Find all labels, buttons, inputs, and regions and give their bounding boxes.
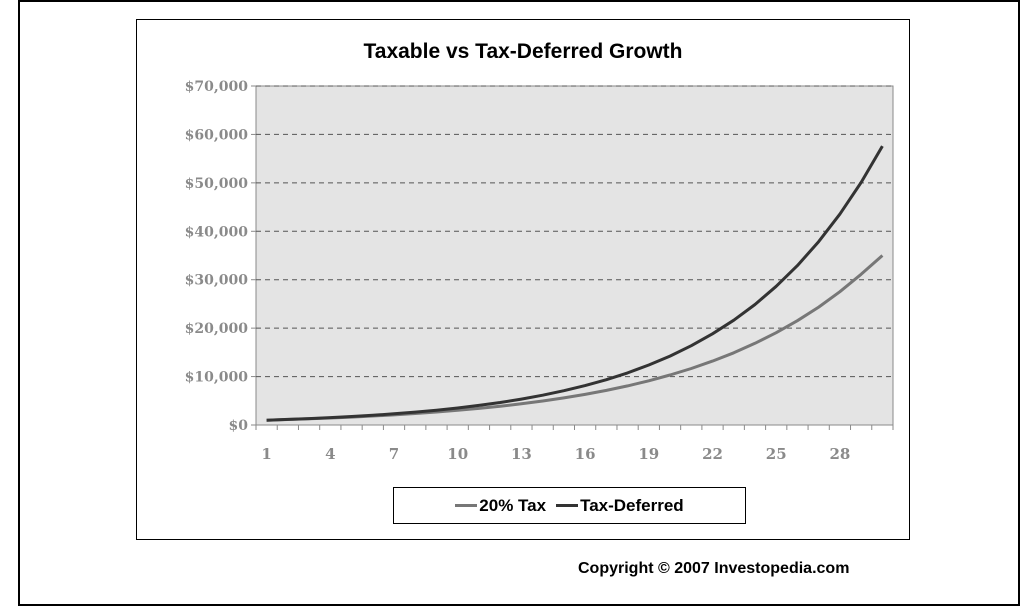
y-tick-label: $0: [229, 418, 249, 434]
chart-title: Taxable vs Tax-Deferred Growth: [363, 40, 683, 63]
x-tick-label: 4: [325, 445, 335, 463]
x-tick-label: 28: [829, 445, 850, 463]
x-tick-label: 22: [702, 445, 723, 463]
y-tick-label: $70,000: [185, 79, 249, 95]
legend: 20% Tax Tax-Deferred: [393, 487, 746, 524]
series-line-2: [266, 145, 884, 422]
chart-svg: $0 $10,000 $20,000 $30,000 $40,000 $50,000 $60…: [185, 79, 894, 463]
copyright-text: Copyright © 2007 Investopedia.com: [578, 560, 850, 577]
legend-label: Tax-Deferred: [580, 495, 684, 515]
x-tick-label: 7: [389, 445, 399, 463]
y-tick-label: $20,000: [185, 321, 249, 337]
legend-item: Tax-Deferred: [556, 496, 684, 516]
y-tick-label: $10,000: [185, 370, 249, 386]
x-tick-label: 10: [447, 445, 468, 463]
x-tick-label: 19: [638, 445, 659, 463]
x-tick-label: 16: [575, 445, 596, 463]
y-tick-label: $30,000: [185, 273, 249, 289]
x-tick-label: 1: [261, 445, 271, 463]
chart-area: Taxable vs Tax-Deferred Growth $0 $10,000…: [136, 19, 910, 540]
legend-swatch: [455, 504, 478, 507]
legend-item: 20% Tax: [455, 496, 546, 516]
legend-swatch: [556, 504, 579, 507]
y-tick-label: $50,000: [185, 176, 249, 192]
y-tick-label: $60,000: [185, 127, 249, 143]
x-tick-label: 13: [511, 445, 532, 463]
y-tick-label: $40,000: [185, 224, 249, 240]
legend-label: 20% Tax: [479, 495, 547, 515]
plot-area: [255, 85, 894, 426]
x-tick-label: 25: [766, 445, 787, 463]
